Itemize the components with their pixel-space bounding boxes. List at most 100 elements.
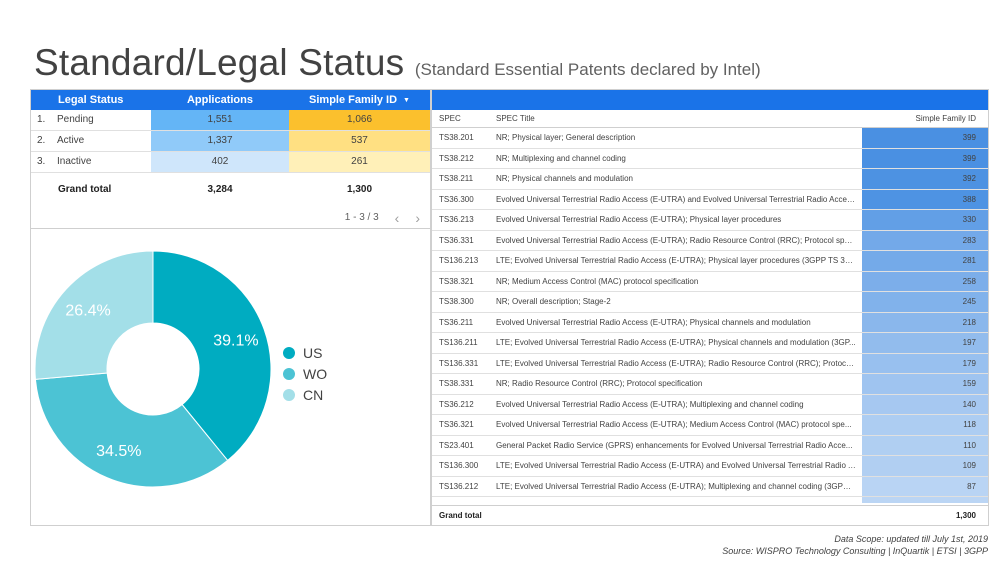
donut-slice-cn[interactable] bbox=[34, 250, 154, 380]
spec-family-value: 281 bbox=[962, 256, 976, 265]
spec-table-row[interactable]: TS36.321 Evolved Universal Terrestrial Ra… bbox=[432, 415, 988, 436]
spec-title: NR; Overall description; Stage-2 bbox=[496, 297, 611, 306]
spec-total-spacer bbox=[488, 506, 862, 525]
spec-family-value: 283 bbox=[962, 235, 976, 245]
col-header-spec-title[interactable]: SPEC Title bbox=[496, 114, 535, 123]
spec-table-row[interactable]: TS36.211 Evolved Universal Terrestrial Ra… bbox=[432, 312, 988, 333]
spec-table-row[interactable]: TS136.300 LTE; Evolved Universal Terrestr… bbox=[432, 456, 988, 477]
spec-family-value: 388 bbox=[962, 194, 976, 204]
col-header-simple-family-id[interactable]: Simple Family ID ▼ bbox=[289, 90, 430, 110]
spec-code: TS36.212 bbox=[439, 399, 474, 409]
row-simple-family-id: 261 bbox=[289, 152, 430, 172]
spec-table-row[interactable]: TS136.213 LTE; Evolved Universal Terrestr… bbox=[432, 251, 988, 272]
spec-table-row[interactable]: TS38.300 NR; Overall description; Stage-2… bbox=[432, 292, 988, 313]
spec-family-bar bbox=[862, 353, 988, 373]
spec-family-bar bbox=[862, 497, 988, 503]
spec-table-row[interactable]: TS136.331 LTE; Evolved Universal Terrestr… bbox=[432, 353, 988, 374]
spec-family-value: 258 bbox=[962, 276, 976, 286]
spec-code: TS136.212 bbox=[439, 481, 479, 491]
spec-table-panel: SPEC SPEC Title Simple Family ID TS38.20… bbox=[431, 89, 989, 526]
footer-notes: Data Scope: updated till July 1st, 2019 … bbox=[722, 533, 988, 557]
col-header-spec[interactable]: SPEC bbox=[439, 114, 461, 123]
spec-code: TS136.300 bbox=[439, 461, 479, 470]
legal-status-table: Legal Status Applications Simple Family … bbox=[31, 90, 430, 229]
row-applications: 402 bbox=[151, 152, 289, 172]
spec-code: TS38.212 bbox=[439, 153, 474, 163]
source-note: Source: WISPRO Technology Consulting | I… bbox=[722, 546, 988, 556]
spec-family-cell: 330 bbox=[862, 210, 988, 230]
legal-table-row[interactable]: 3. Inactive 402 261 bbox=[31, 152, 430, 173]
spec-table-row[interactable]: TS36.300 Evolved Universal Terrestrial Ra… bbox=[432, 189, 988, 210]
spec-title: Evolved Universal Terrestrial Radio Acce… bbox=[496, 215, 782, 224]
row-simple-family-id: 537 bbox=[289, 131, 430, 151]
spec-table-row[interactable]: TS23.401 General Packet Radio Service (GP… bbox=[432, 435, 988, 456]
spec-family-cell: 80 bbox=[862, 497, 988, 503]
spec-table-row[interactable]: TS38.211 NR; Physical channels and modula… bbox=[432, 169, 988, 190]
spec-table-row[interactable]: TS136.212 LTE; Evolved Universal Terrestr… bbox=[432, 476, 988, 497]
spec-family-cell: 197 bbox=[862, 333, 988, 353]
legend-item-us[interactable]: US bbox=[283, 342, 327, 363]
spec-family-value: 80 bbox=[967, 502, 976, 503]
spec-code: TS38.321 bbox=[439, 276, 474, 286]
spec-family-value: 159 bbox=[962, 379, 976, 388]
donut-slice-wo[interactable] bbox=[34, 372, 229, 488]
legal-table-row[interactable]: 2. Active 1,337 537 bbox=[31, 131, 430, 152]
spec-table-row[interactable]: TS36.212 Evolved Universal Terrestrial Ra… bbox=[432, 394, 988, 415]
chevron-left-icon[interactable]: ‹ bbox=[394, 209, 400, 226]
legal-table-row[interactable]: 1. Pending 1,551 1,066 bbox=[31, 110, 430, 131]
pager-range: 1 - 3 / 3 bbox=[344, 212, 379, 223]
legend-label: WO bbox=[303, 365, 328, 382]
donut-label-cn: 26.4% bbox=[65, 303, 110, 320]
col-header-legal-status[interactable]: Legal Status bbox=[58, 94, 124, 106]
spec-family-value: 330 bbox=[962, 215, 976, 224]
spec-family-cell: 245 bbox=[862, 292, 988, 312]
spec-family-bar bbox=[862, 435, 988, 455]
spec-family-bar bbox=[862, 292, 988, 312]
data-scope-note: Data Scope: updated till July 1st, 2019 bbox=[834, 534, 988, 544]
chevron-right-icon[interactable]: › bbox=[415, 209, 420, 226]
spec-family-bar bbox=[862, 476, 988, 496]
spec-table-row[interactable]: TS36.213 Evolved Universal Terrestrial Ra… bbox=[432, 210, 988, 231]
spec-table-row[interactable]: TS24.301Non-Access-Stratum (NAS) protoco… bbox=[432, 497, 988, 503]
spec-table-row[interactable]: TS38.201 NR; Physical layer; General desc… bbox=[432, 128, 988, 149]
spec-family-bar bbox=[862, 148, 988, 168]
legend-item-cn[interactable]: CN bbox=[283, 384, 327, 405]
spec-code: TS38.331 bbox=[439, 379, 474, 388]
spec-family-cell: 399 bbox=[862, 128, 988, 148]
spec-title: Evolved Universal Terrestrial Radio Acce… bbox=[496, 235, 860, 245]
spec-family-bar bbox=[862, 374, 988, 394]
spec-code: TS38.201 bbox=[439, 133, 474, 142]
row-legal-status: Pending bbox=[57, 114, 94, 125]
spec-table-row[interactable]: TS38.212 NR; Multiplexing and channel cod… bbox=[432, 148, 988, 169]
spec-table-row[interactable]: TS38.331 NR; Radio Resource Control (RRC)… bbox=[432, 374, 988, 395]
legal-table-header: Legal Status Applications Simple Family … bbox=[31, 90, 430, 110]
donut-slice-us[interactable] bbox=[152, 250, 272, 462]
legend-swatch bbox=[283, 367, 295, 380]
row-applications: 1,337 bbox=[151, 131, 289, 151]
spec-table-row[interactable]: TS136.211 LTE; Evolved Universal Terrestr… bbox=[432, 333, 988, 354]
spec-total-label: Grand total bbox=[439, 511, 482, 520]
spec-title: NR; Multiplexing and channel coding bbox=[496, 153, 626, 163]
spec-family-bar bbox=[862, 230, 988, 250]
col-header-applications[interactable]: Applications bbox=[186, 94, 253, 106]
spec-table-column-headers: SPEC SPEC Title Simple Family ID bbox=[432, 110, 988, 128]
sort-desc-icon[interactable]: ▼ bbox=[403, 97, 410, 104]
spec-code: TS24.301 bbox=[432, 497, 488, 503]
spec-family-bar bbox=[862, 312, 988, 332]
spec-family-bar bbox=[862, 333, 988, 353]
spec-code: TS136.331 bbox=[439, 358, 479, 368]
legend-swatch bbox=[283, 388, 295, 401]
spec-table-row[interactable]: TS36.331 Evolved Universal Terrestrial Ra… bbox=[432, 230, 988, 251]
col-header-simple-family-id[interactable]: Simple Family ID bbox=[915, 114, 976, 123]
spec-family-value: 392 bbox=[962, 174, 976, 183]
legend-item-wo[interactable]: WO bbox=[283, 363, 327, 384]
spec-code: TS38.211 bbox=[439, 174, 474, 183]
spec-table-body[interactable]: TS38.201 NR; Physical layer; General desc… bbox=[432, 128, 988, 503]
spec-table-row[interactable]: TS38.321 NR; Medium Access Control (MAC) … bbox=[432, 271, 988, 292]
spec-title: General Packet Radio Service (GPRS) enha… bbox=[496, 440, 853, 450]
col-header-family-label: Simple Family ID bbox=[309, 94, 398, 106]
row-simple-family-id: 1,066 bbox=[289, 110, 430, 130]
spec-family-cell: 281 bbox=[862, 251, 988, 271]
spec-family-cell: 118 bbox=[862, 415, 988, 435]
legend-label: CN bbox=[303, 386, 324, 403]
